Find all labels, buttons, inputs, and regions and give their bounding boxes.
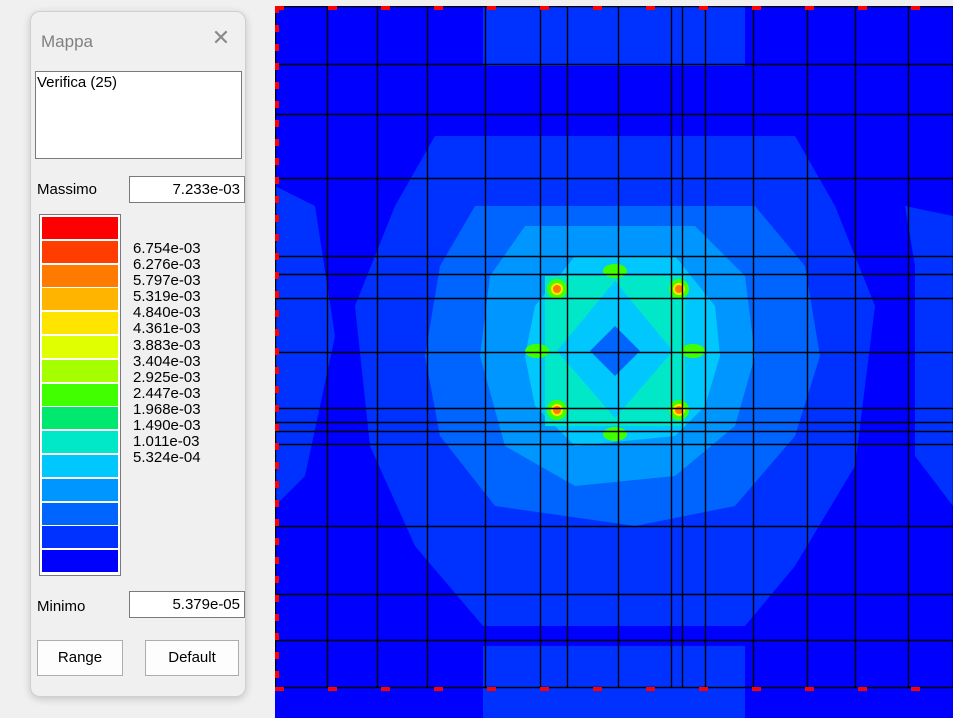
hotspot-inner — [553, 285, 561, 293]
legend-swatch — [42, 407, 118, 431]
hotspot-edge — [603, 264, 627, 278]
result-name-field[interactable]: Verifica (25) — [35, 71, 242, 159]
legend-swatch — [42, 455, 118, 478]
legend-level-label: 1.011e-03 — [133, 433, 200, 451]
legend-level-label: 3.404e-03 — [133, 352, 201, 370]
legend-swatch — [42, 264, 118, 288]
close-icon[interactable]: ✕ — [211, 25, 231, 50]
legend-level-label: 3.883e-03 — [133, 336, 201, 354]
legend-level-label: 2.925e-03 — [133, 368, 201, 386]
contour-map-view[interactable] — [275, 6, 953, 718]
legend-level-label: 6.276e-03 — [133, 256, 201, 274]
hotspot-inner — [553, 406, 561, 414]
hotspot-edge — [525, 344, 549, 358]
hotspot-edge — [603, 427, 627, 441]
map-legend-window: Mappa ✕ Verifica (25) Massimo 7.233e-03 … — [30, 11, 246, 697]
hotspot-inner — [675, 285, 683, 293]
legend-level-label: 2.447e-03 — [133, 384, 201, 402]
legend-level-list: 6.754e-03 6.276e-03 5.797e-03 5.319e-03 4.84… — [133, 240, 201, 467]
contour-band — [590, 326, 640, 376]
legend-swatch — [42, 359, 118, 383]
legend-swatch — [42, 312, 118, 336]
max-label: Massimo — [37, 181, 98, 198]
max-value-field[interactable]: 7.233e-03 — [129, 176, 245, 203]
legend-level-label: 5.319e-03 — [133, 288, 201, 306]
legend-swatch — [42, 502, 118, 526]
legend-level-label: 1.490e-03 — [133, 417, 201, 435]
window-title: Mappa — [41, 32, 93, 51]
contour-band — [483, 646, 745, 718]
legend-level-label: 6.754e-03 — [133, 240, 201, 257]
legend-swatch — [42, 288, 118, 312]
min-label: Minimo — [37, 598, 86, 615]
legend-level-label: 5.324e-04 — [133, 449, 201, 467]
legend-swatch — [42, 217, 118, 240]
legend-swatch — [42, 526, 118, 550]
legend-swatch — [42, 240, 118, 264]
range-button[interactable]: Range — [37, 640, 123, 676]
contour-band — [275, 186, 335, 506]
legend-level-label: 4.361e-03 — [133, 320, 201, 338]
legend-swatch — [42, 336, 118, 359]
contour-map-canvas[interactable] — [275, 6, 953, 718]
legend-swatch — [42, 550, 118, 574]
legend-swatch — [42, 383, 118, 407]
min-value-field[interactable]: 5.379e-05 — [129, 591, 245, 618]
legend-swatch — [42, 431, 118, 455]
contour-band — [483, 6, 745, 66]
hotspot-edge — [681, 344, 705, 358]
legend-level-label: 5.797e-03 — [133, 272, 201, 290]
legend-swatch — [42, 478, 118, 502]
legend-level-label: 1.968e-03 — [133, 400, 201, 418]
color-scale-bar — [39, 214, 121, 576]
default-button[interactable]: Default — [145, 640, 239, 676]
legend-level-label: 4.840e-03 — [133, 304, 201, 322]
